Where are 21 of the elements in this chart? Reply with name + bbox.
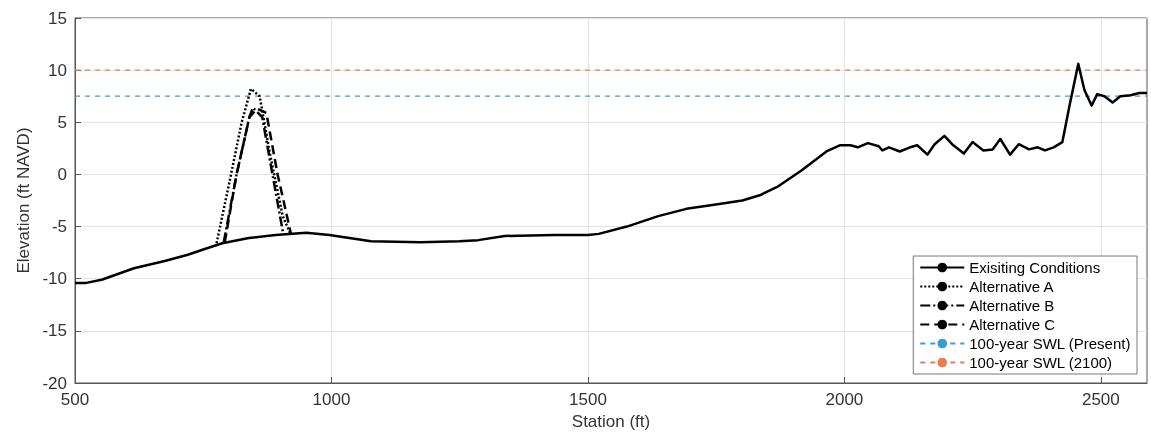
y-tick-label: 15 xyxy=(48,8,67,28)
y-tick-label: -20 xyxy=(42,373,67,393)
y-tick-label: 5 xyxy=(57,112,67,132)
x-tick-label: 2500 xyxy=(1081,390,1120,409)
x-tick-label: 1000 xyxy=(312,390,351,409)
y-tick-label: -10 xyxy=(42,269,67,289)
legend-label: Exisiting Conditions xyxy=(969,259,1101,276)
y-tick-label: 10 xyxy=(48,60,67,80)
y-tick-label: 0 xyxy=(57,164,67,184)
legend-label: Alternative B xyxy=(969,297,1055,314)
legend-label: 100-year SWL (2100) xyxy=(969,354,1113,371)
x-tick-label: 500 xyxy=(60,390,90,409)
legend-label: Alternative C xyxy=(969,316,1056,333)
x-tick-label: 1500 xyxy=(569,390,607,409)
legend-label: 100-year SWL (Present) xyxy=(969,335,1131,352)
y-tick-label: -15 xyxy=(42,321,67,341)
y-axis-title: Elevation (ft NAVD) xyxy=(13,127,33,274)
x-axis-title: Station (ft) xyxy=(571,412,651,431)
legend-label: Alternative A xyxy=(969,278,1054,295)
y-tick-label: -5 xyxy=(51,217,67,237)
x-tick-label: 2000 xyxy=(825,390,864,409)
